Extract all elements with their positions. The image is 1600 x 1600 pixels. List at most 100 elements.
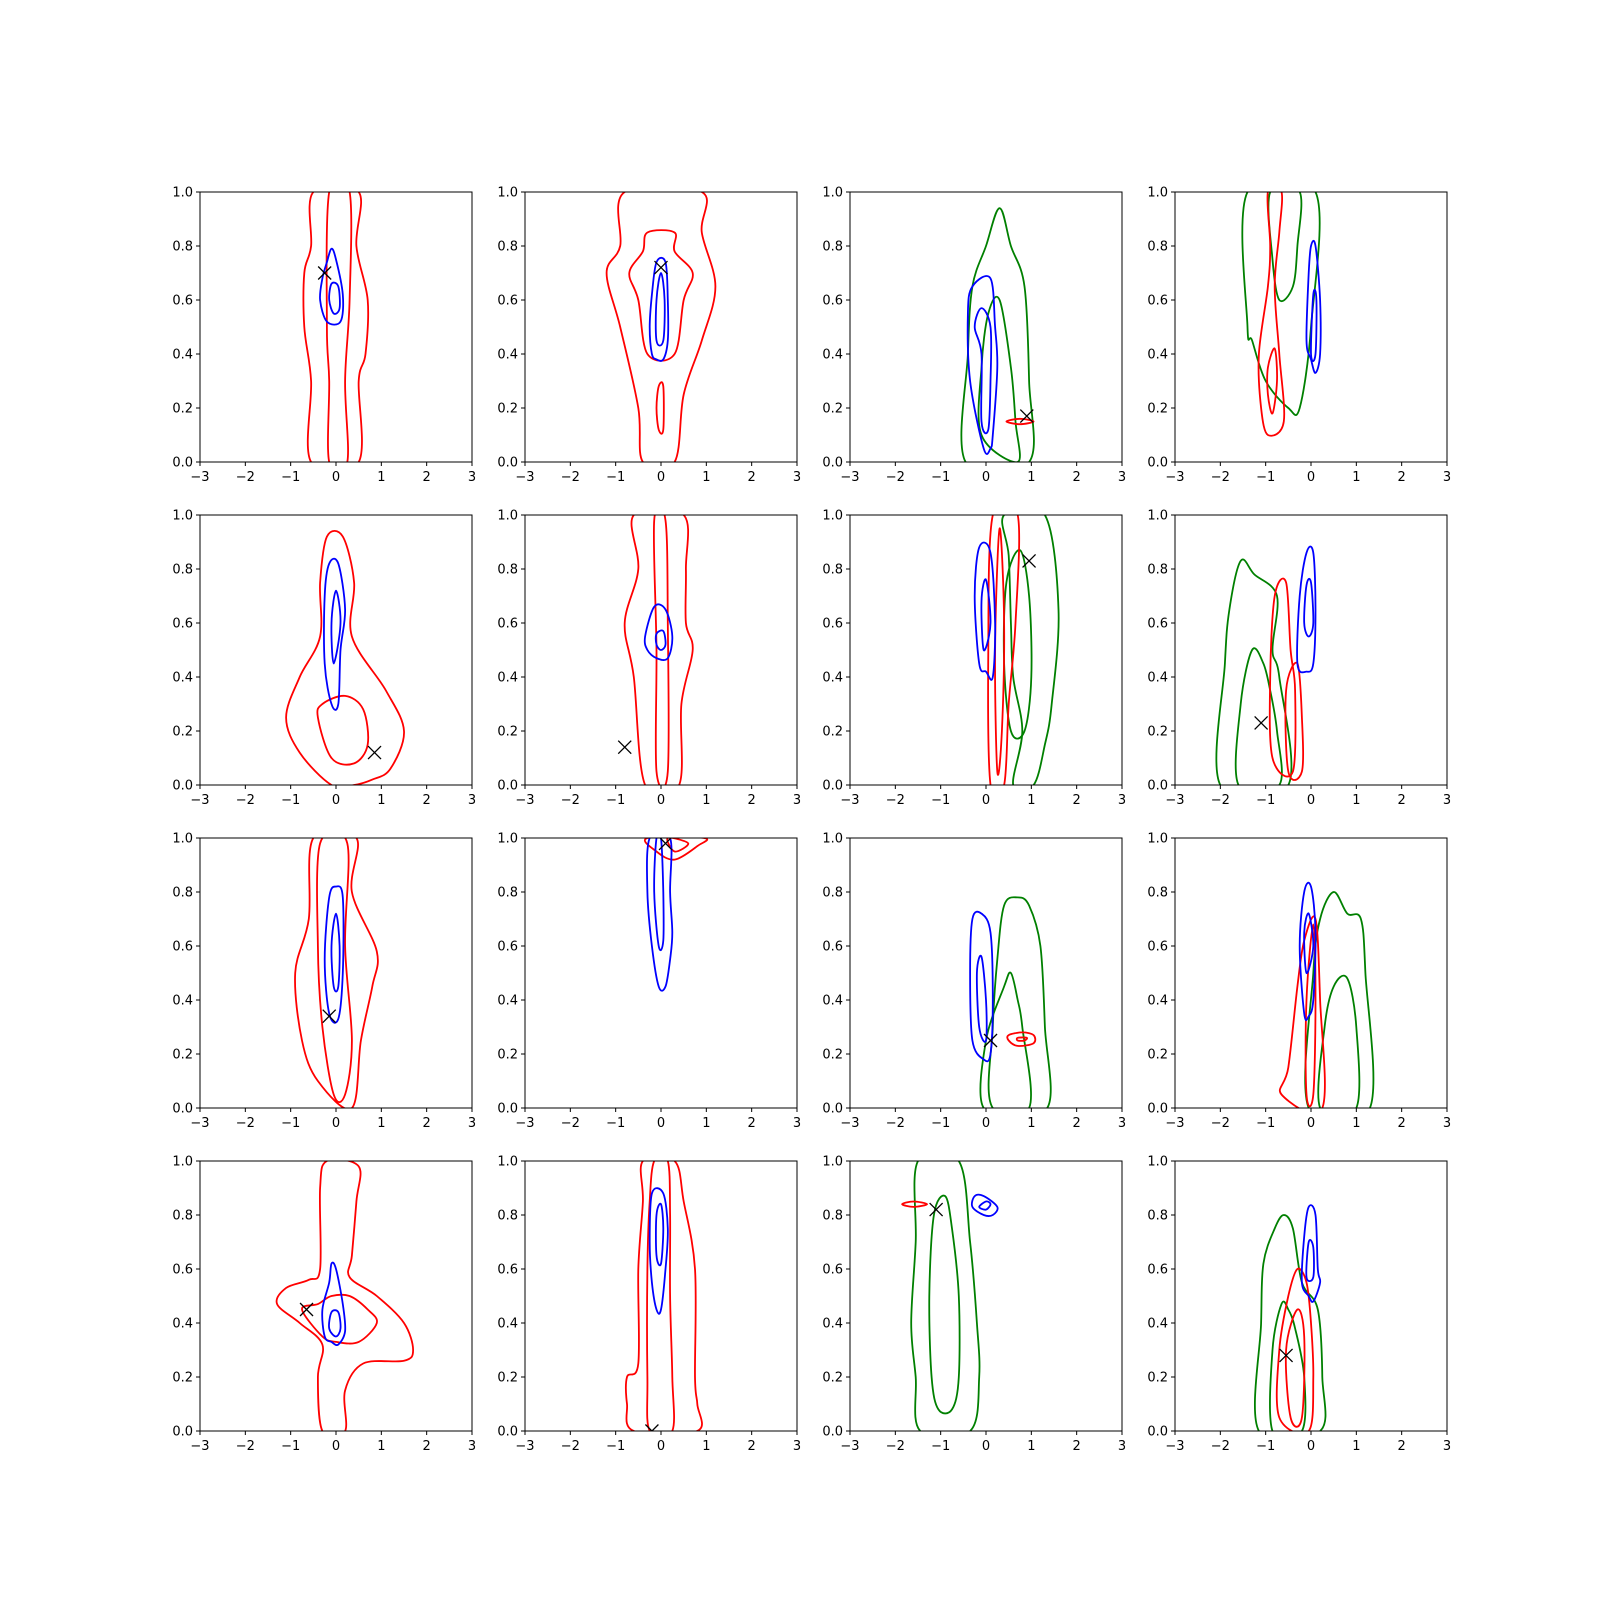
x-tick-label: −2 bbox=[561, 1439, 580, 1454]
red-contour-2 bbox=[1278, 915, 1326, 1108]
x-tick-label: 1 bbox=[377, 1116, 385, 1131]
y-tick-label: 0.2 bbox=[822, 1048, 843, 1063]
y-tick-label: 0.0 bbox=[497, 456, 518, 471]
subplot-0-3: −3 −2 −1 0 1 2 3 0.0 0.2 0.4 0.6 0.8 1.0 bbox=[1147, 186, 1451, 486]
blue-contour-5 bbox=[1303, 577, 1315, 638]
x-tick-label: 2 bbox=[1073, 1116, 1081, 1131]
x-tick-label: −2 bbox=[1211, 470, 1230, 485]
blue-contour-5 bbox=[1310, 288, 1318, 362]
green-contour-0 bbox=[1215, 558, 1293, 785]
x-tick-label: 1 bbox=[702, 470, 710, 485]
subplot-1-1: −3 −2 −1 0 1 2 3 0.0 0.2 0.4 0.6 0.8 1.0 bbox=[497, 509, 801, 809]
blue-contour-5 bbox=[980, 578, 992, 652]
y-tick-label: 0.6 bbox=[172, 294, 193, 309]
x-tick-label: 3 bbox=[1118, 470, 1126, 485]
y-tick-label: 0.4 bbox=[1147, 671, 1168, 686]
blue-contour-4 bbox=[654, 272, 666, 347]
x-tick-label: 0 bbox=[982, 470, 990, 485]
x-tick-label: 1 bbox=[1027, 1116, 1035, 1131]
x-tick-label: −3 bbox=[840, 1116, 859, 1131]
y-tick-label: 0.6 bbox=[1147, 617, 1168, 632]
x-marker bbox=[1019, 409, 1034, 424]
x-marker bbox=[367, 745, 382, 760]
y-tick-label: 0.2 bbox=[822, 1371, 843, 1386]
blue-contour-2 bbox=[323, 885, 345, 1024]
y-tick-label: 0.8 bbox=[172, 1209, 193, 1224]
y-tick-label: 0.6 bbox=[1147, 294, 1168, 309]
x-tick-label: −1 bbox=[1256, 470, 1275, 485]
y-tick-label: 0.4 bbox=[1147, 348, 1168, 363]
x-tick-label: −1 bbox=[1256, 1116, 1275, 1131]
x-tick-label: 3 bbox=[468, 1439, 476, 1454]
x-tick-label: 0 bbox=[657, 793, 665, 808]
blue-contour-4 bbox=[1305, 239, 1322, 374]
plot-area bbox=[605, 192, 717, 462]
red-contour-0 bbox=[285, 530, 405, 785]
x-tick-label: −3 bbox=[1165, 1116, 1184, 1131]
y-tick-label: 0.6 bbox=[497, 294, 518, 309]
x-tick-label: 2 bbox=[748, 1116, 756, 1131]
plot-area bbox=[960, 207, 1035, 462]
x-tick-label: 1 bbox=[1352, 1439, 1360, 1454]
y-tick-label: 0.8 bbox=[172, 886, 193, 901]
x-tick-label: 3 bbox=[1118, 1439, 1126, 1454]
y-tick-label: 0.0 bbox=[497, 779, 518, 794]
blue-contour-2 bbox=[323, 557, 347, 711]
y-tick-label: 0.4 bbox=[822, 1317, 843, 1332]
y-tick-label: 0.8 bbox=[497, 1209, 518, 1224]
y-tick-label: 0.0 bbox=[1147, 1425, 1168, 1440]
red-contour-3 bbox=[1266, 347, 1278, 415]
plot-area bbox=[624, 1161, 703, 1431]
x-tick-label: 0 bbox=[1307, 470, 1315, 485]
blue-contour-2 bbox=[966, 275, 999, 455]
y-tick-label: 0.6 bbox=[1147, 1263, 1168, 1278]
blue-contour-5 bbox=[1305, 1239, 1315, 1283]
green-contour-1 bbox=[1269, 1300, 1307, 1431]
x-tick-label: 1 bbox=[1027, 1439, 1035, 1454]
x-tick-label: 1 bbox=[1027, 793, 1035, 808]
x-tick-label: 0 bbox=[1307, 1439, 1315, 1454]
plot-area bbox=[275, 1161, 414, 1431]
axes-frame bbox=[199, 514, 473, 786]
blue-contour-4 bbox=[969, 910, 994, 1063]
subplot-1-0: −3 −2 −1 0 1 2 3 0.0 0.2 0.4 0.6 0.8 1.0 bbox=[172, 509, 476, 809]
y-tick-label: 0.2 bbox=[172, 1371, 193, 1386]
x-tick-label: 2 bbox=[748, 793, 756, 808]
plot-area bbox=[1278, 881, 1375, 1108]
x-tick-label: −3 bbox=[190, 470, 209, 485]
axes-frame bbox=[199, 837, 473, 1109]
y-tick-label: 1.0 bbox=[1147, 509, 1168, 524]
subplot-3-2: −3 −2 −1 0 1 2 3 0.0 0.2 0.4 0.6 0.8 1.0 bbox=[822, 1155, 1126, 1455]
x-tick-label: −2 bbox=[236, 1439, 255, 1454]
green-contour-0 bbox=[1001, 515, 1060, 785]
blue-contour-4 bbox=[973, 541, 997, 681]
blue-contour-3 bbox=[970, 1193, 999, 1217]
x-tick-label: 3 bbox=[468, 1116, 476, 1131]
x-tick-label: −3 bbox=[515, 1116, 534, 1131]
plot-area bbox=[285, 530, 405, 785]
y-tick-label: 0.4 bbox=[822, 671, 843, 686]
red-contour-0 bbox=[294, 838, 379, 1108]
x-marker bbox=[617, 740, 632, 755]
y-tick-label: 1.0 bbox=[172, 1155, 193, 1170]
x-tick-label: 1 bbox=[1352, 470, 1360, 485]
x-tick-label: 1 bbox=[702, 1439, 710, 1454]
x-tick-label: −1 bbox=[931, 1439, 950, 1454]
y-tick-label: 0.0 bbox=[172, 779, 193, 794]
subplot-1-2: −3 −2 −1 0 1 2 3 0.0 0.2 0.4 0.6 0.8 1.0 bbox=[822, 509, 1126, 809]
x-tick-label: 1 bbox=[377, 1439, 385, 1454]
x-tick-label: 2 bbox=[748, 470, 756, 485]
axes-frame bbox=[849, 837, 1123, 1109]
blue-contour-3 bbox=[328, 281, 341, 315]
subplot-2-3: −3 −2 −1 0 1 2 3 0.0 0.2 0.4 0.6 0.8 1.0 bbox=[1147, 832, 1451, 1132]
x-tick-label: 3 bbox=[793, 1439, 801, 1454]
y-tick-label: 1.0 bbox=[1147, 832, 1168, 847]
green-contour-1 bbox=[1267, 192, 1303, 302]
y-tick-label: 0.6 bbox=[497, 617, 518, 632]
y-tick-label: 0.8 bbox=[1147, 886, 1168, 901]
y-tick-label: 0.8 bbox=[172, 240, 193, 255]
x-marker bbox=[644, 1424, 659, 1431]
blue-contour-3 bbox=[328, 1309, 342, 1338]
x-marker bbox=[299, 1302, 314, 1317]
